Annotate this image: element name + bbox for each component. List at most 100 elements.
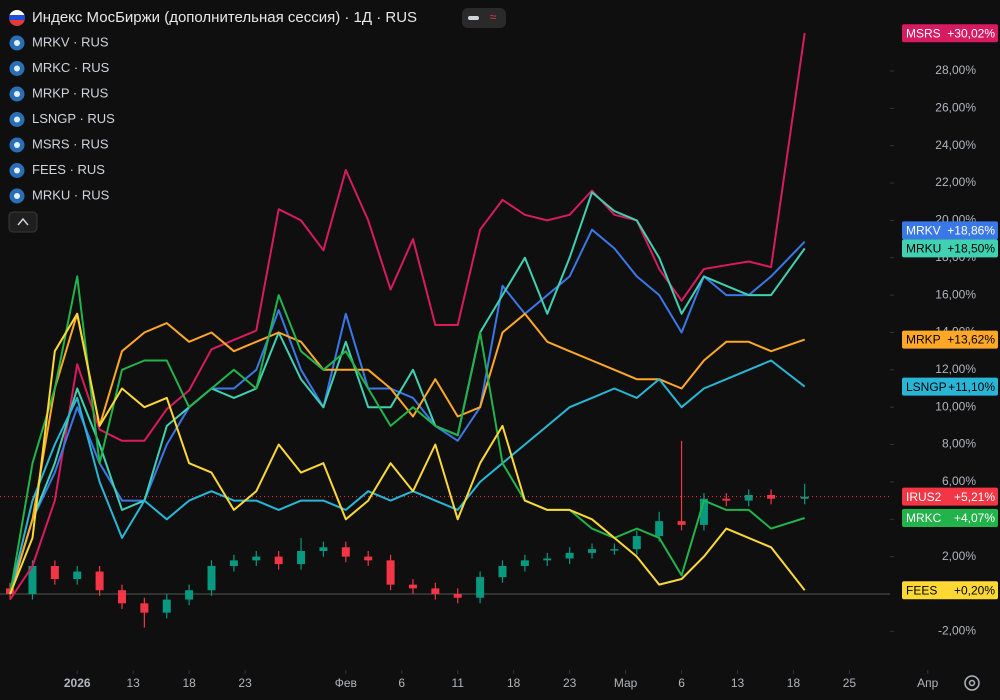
legend-label: MRKC · RUS <box>32 60 110 75</box>
x-tick-label: 25 <box>843 676 857 690</box>
candle-body <box>498 565 507 578</box>
settings-icon[interactable] <box>964 675 980 691</box>
value-label-box <box>902 377 998 396</box>
legend-icon-dot <box>14 91 20 97</box>
candle-body <box>185 590 194 600</box>
plot-area <box>0 33 890 628</box>
candle-body <box>453 593 462 598</box>
value-label: +30,02% <box>947 26 995 40</box>
y-tick-label: 10,00% <box>935 399 976 413</box>
value-label: +18,86% <box>947 224 995 238</box>
value-label-name: MRKV <box>906 224 941 238</box>
x-tick-label: 18 <box>787 676 801 690</box>
x-tick-label: Апр <box>917 676 939 690</box>
value-label-box <box>902 24 998 43</box>
value-label-name: MSRS <box>906 26 941 40</box>
candle-body <box>588 549 597 553</box>
y-tick-label: 26,00% <box>935 101 976 115</box>
chart-title: Индекс МосБиржи (дополнительная сессия) … <box>32 9 417 26</box>
candle-body <box>565 552 574 559</box>
candle-body <box>543 558 552 561</box>
candle-body <box>28 565 37 594</box>
candle-body <box>297 551 306 565</box>
value-label: +5,21% <box>954 490 995 504</box>
value-label: +13,62% <box>947 333 995 347</box>
value-label-box <box>902 330 998 349</box>
candle-body <box>408 584 417 589</box>
candle-body <box>73 571 82 580</box>
y-tick-label: 24,00% <box>935 138 976 152</box>
candle-body <box>274 556 283 565</box>
value-label-name: IRUS2 <box>906 490 942 504</box>
collapse-button[interactable] <box>8 211 38 233</box>
legend-label: MRKP · RUS <box>32 85 109 100</box>
series-line <box>9 191 806 595</box>
candle-body <box>431 588 440 594</box>
value-label-box <box>902 221 998 240</box>
flag-icon <box>9 10 25 26</box>
legend-label: MSRS · RUS <box>32 136 109 151</box>
y-tick-label: 28,00% <box>935 63 976 77</box>
toggle[interactable]: ≈ <box>462 8 506 28</box>
candle-body <box>476 577 485 598</box>
value-label-name: FEES <box>906 583 937 597</box>
candle-body <box>319 547 328 552</box>
value-label: +11,10% <box>948 380 995 394</box>
value-label-name: MRKU <box>906 242 941 256</box>
candle-body <box>140 603 149 613</box>
series-line <box>9 312 806 595</box>
candle-body <box>252 556 261 561</box>
series-line <box>9 275 806 595</box>
candle-body <box>229 560 238 566</box>
value-label-box <box>902 487 998 506</box>
candle-body <box>520 560 529 566</box>
y-tick-label: 6,00% <box>942 474 976 488</box>
legend-icon-dot <box>14 40 20 46</box>
candle-body <box>677 521 686 525</box>
value-label-name: LSNGP <box>906 380 947 394</box>
legend-label: MRKU · RUS <box>32 187 110 202</box>
x-tick-label: Фев <box>335 676 357 690</box>
y-tick-label: 22,00% <box>935 175 976 189</box>
x-tick-label: 13 <box>731 676 745 690</box>
candle-body <box>386 560 395 585</box>
x-tick-label: 6 <box>398 676 405 690</box>
candle-body <box>632 536 641 550</box>
x-tick-label: Мар <box>614 676 638 690</box>
legend-icon-dot <box>14 116 20 123</box>
candle-body <box>341 547 350 557</box>
candle-body <box>744 494 753 501</box>
legend-icon-dot <box>14 193 20 199</box>
candle-body <box>207 565 216 591</box>
series-line <box>9 228 806 595</box>
legend-label: LSNGP · RUS <box>32 111 115 126</box>
x-tick-label: 6 <box>678 676 685 690</box>
value-label-box <box>902 581 998 600</box>
candle-body <box>610 549 619 551</box>
x-tick-label: 18 <box>182 676 196 690</box>
x-tick-label: 23 <box>238 676 252 690</box>
x-tick-label: 11 <box>451 676 464 690</box>
legend-icon-dot <box>14 167 20 174</box>
value-label: +18,50% <box>947 242 995 256</box>
candle-body <box>95 571 104 591</box>
y-tick-label: 16,00% <box>935 287 976 301</box>
candle-body <box>800 496 809 499</box>
value-label: +4,07% <box>954 511 995 525</box>
svg-text:≈: ≈ <box>490 10 497 24</box>
value-label-box <box>902 508 998 527</box>
series-line <box>9 312 806 595</box>
legend-icon-dot <box>14 142 20 148</box>
legend-label: MRKV · RUS <box>32 34 109 49</box>
candle-body <box>364 556 373 561</box>
value-label-box <box>902 239 998 258</box>
candle-body <box>655 521 664 537</box>
value-label-name: MRKP <box>906 333 941 347</box>
x-tick-label: 23 <box>563 676 577 690</box>
legend-icon-dot <box>14 65 20 72</box>
candle-body <box>117 590 126 604</box>
candle-body <box>50 565 59 580</box>
